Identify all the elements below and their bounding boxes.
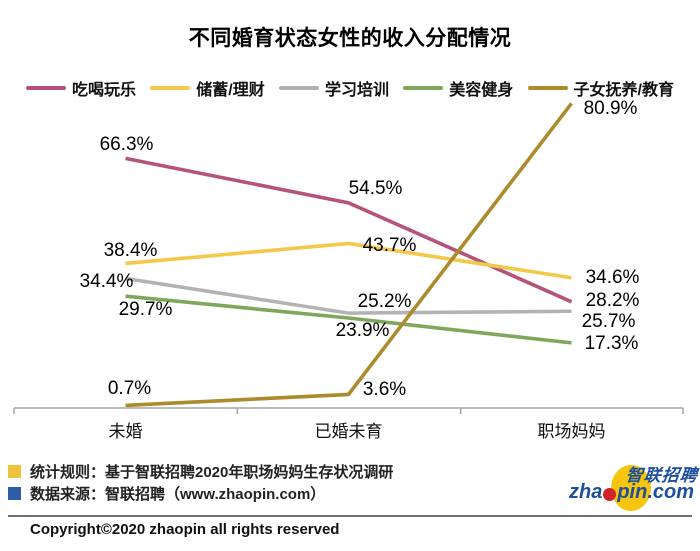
- series-line-beauty-fitness: [125, 294, 572, 345]
- legend-label: 子女抚养/教育: [573, 82, 674, 99]
- note-statistics-rule: 统计规则：基于智联招聘2020年职场妈妈生存状况调研: [8, 461, 393, 482]
- divider-line: [8, 515, 692, 517]
- logo-domain-suffix: pin.com: [617, 481, 695, 503]
- data-label-beauty-fitness-1: 23.9%: [335, 320, 390, 342]
- x-axis-line: [13, 407, 684, 414]
- logo-red-dot-icon: [603, 488, 617, 501]
- chart-canvas: [13, 102, 684, 414]
- x-axis-label-0: 未婚: [108, 422, 143, 441]
- legend-label: 储蓄/理财: [196, 82, 265, 99]
- data-label-savings-finance-1: 43.7%: [362, 235, 417, 257]
- note-text: 数据来源：智联招聘（www.zhaopin.com）: [30, 486, 326, 503]
- data-label-eat-drink-play-0: 66.3%: [99, 134, 154, 156]
- legend-label: 吃喝玩乐: [72, 82, 137, 99]
- legend-item-child-education: 子女抚养/教育: [527, 76, 674, 100]
- data-label-child-education-2: 80.9%: [583, 98, 638, 120]
- note-text: 统计规则：基于智联招聘2020年职场妈妈生存状况调研: [30, 464, 394, 481]
- data-label-child-education-0: 0.7%: [107, 378, 152, 400]
- legend-item-beauty-fitness: 美容健身: [403, 76, 513, 100]
- legend-item-savings-finance: 储蓄/理财: [150, 76, 265, 100]
- line-chart: 66.3% 54.5% 28.2% 38.4% 43.7% 34.6% 34.4% 25.2%…: [0, 95, 700, 445]
- yellow-square-bullet: [8, 465, 21, 478]
- legend-line-swatch: [527, 86, 568, 90]
- data-label-savings-finance-0: 38.4%: [103, 240, 158, 262]
- legend-line-swatch: [278, 86, 319, 90]
- zhaopin-logo: 智联招聘 zha pin.com: [565, 458, 700, 514]
- x-axis-label-2: 职场妈妈: [537, 422, 606, 441]
- data-label-learning-training-2: 25.7%: [581, 311, 636, 333]
- data-label-learning-training-0: 34.4%: [79, 271, 134, 293]
- note-data-source: 数据来源：智联招聘（www.zhaopin.com）: [8, 483, 325, 504]
- series-line-savings-finance: [125, 241, 572, 280]
- legend-line-swatch: [150, 86, 191, 90]
- series-line-eat-drink-play: [125, 156, 573, 304]
- legend-label: 美容健身: [449, 82, 514, 99]
- data-label-eat-drink-play-1: 54.5%: [348, 177, 403, 199]
- logo-yellow-ellipse: [611, 465, 651, 511]
- legend-line-swatch: [403, 86, 444, 90]
- series-line-child-education: [125, 102, 573, 408]
- data-label-eat-drink-play-2: 28.2%: [585, 289, 640, 311]
- blue-square-bullet: [8, 487, 21, 500]
- data-label-savings-finance-2: 34.6%: [585, 266, 640, 288]
- legend-item-eat-drink-play: 吃喝玩乐: [26, 76, 136, 100]
- copyright-text: Copyright©2020 zhaopin all rights reserv…: [30, 521, 340, 538]
- series-line-learning-training: [125, 276, 572, 315]
- legend-item-learning-training: 学习培训: [278, 76, 389, 100]
- legend-label: 学习培训: [324, 82, 389, 99]
- legend: 吃喝玩乐 储蓄/理财 学习培训 美容健身 子女抚养/教育: [26, 76, 674, 100]
- data-label-learning-training-1: 25.2%: [357, 291, 412, 313]
- data-label-child-education-1: 3.6%: [362, 379, 407, 401]
- logo-domain-prefix: zha: [569, 481, 603, 503]
- x-axis-label-1: 已婚未育: [314, 422, 383, 441]
- data-label-beauty-fitness-2: 17.3%: [584, 332, 639, 354]
- logo-domain-text: zha pin.com: [569, 481, 694, 504]
- legend-line-swatch: [26, 86, 66, 90]
- chart-title: 不同婚育状态女性的收入分配情况: [188, 27, 512, 50]
- data-label-beauty-fitness-0: 29.7%: [118, 299, 173, 321]
